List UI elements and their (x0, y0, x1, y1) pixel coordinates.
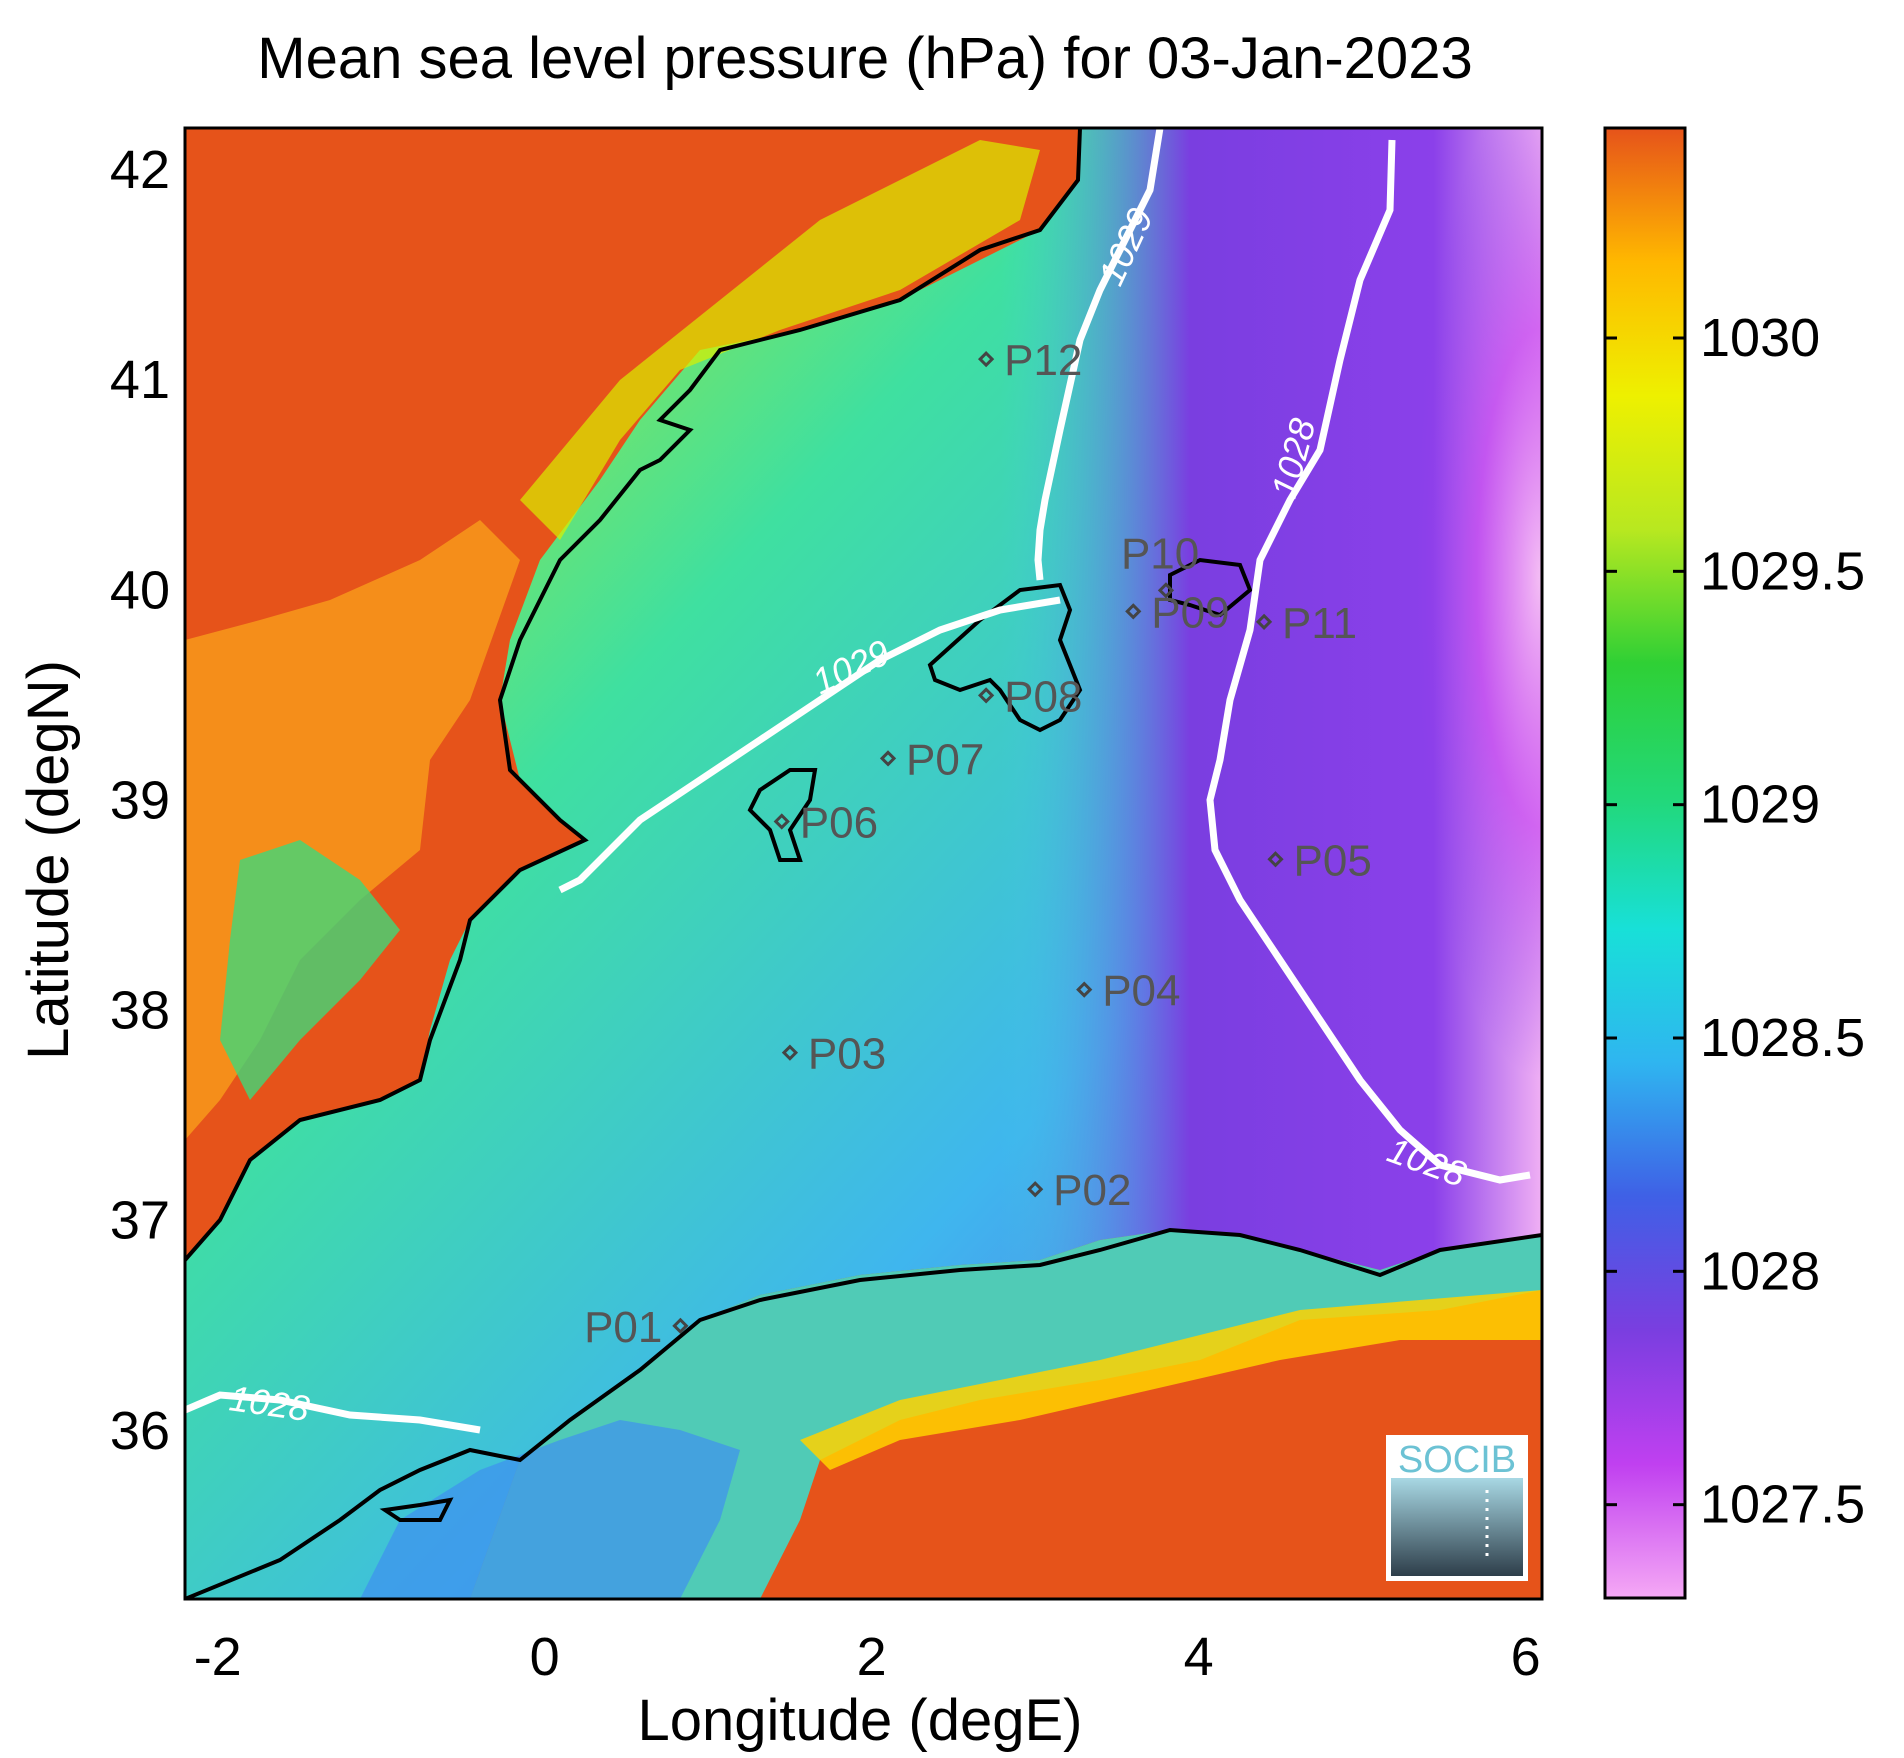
x-tick-label: 4 (1184, 1627, 1214, 1687)
station-label-p09: P09 (1151, 588, 1229, 637)
station-label-p02: P02 (1053, 1166, 1131, 1215)
station-marker-p09 (1125, 603, 1142, 620)
land-africa-atlas (800, 1290, 1542, 1470)
contour-1028-southwest (185, 1391, 481, 1434)
x-tick-label: -2 (194, 1627, 242, 1687)
station-label-p10: P10 (1121, 529, 1199, 578)
station-label-p12: P12 (1004, 336, 1082, 385)
station-label-p01: P01 (584, 1303, 662, 1352)
colorbar-tick-label: 1029.5 (1700, 541, 1865, 601)
station-label-p05: P05 (1294, 836, 1372, 885)
contour-1029-south (558, 596, 1061, 894)
land-iberia (185, 128, 1080, 1260)
colorbar-tick-label: 1029 (1700, 775, 1820, 835)
station-marker-p01 (672, 1317, 689, 1334)
colorbar-ticks (1605, 336, 1685, 1507)
station-marker-p03 (781, 1044, 799, 1061)
coastline-iberia (185, 128, 1082, 1262)
coastline-africa (185, 1227, 1542, 1599)
coastline-menorca (1168, 557, 1253, 618)
socib-logo-sea (1391, 1478, 1523, 1576)
coastline-ibiza (747, 768, 818, 862)
colorbar: 1030 1029.5 1029 1028.5 1028 1027.5 (1603, 126, 1865, 1600)
contour-lines (185, 128, 1531, 1434)
stations-layer: P01 P02 P03 P04 P05 P06 P07 P08 P09 P10 P11 P12 (584, 336, 1372, 1352)
socib-logo-text: SOCIB (1398, 1439, 1516, 1481)
station-label-p04: P04 (1102, 967, 1180, 1016)
y-tick-label: 36 (110, 1401, 170, 1461)
x-tick-label: 2 (857, 1627, 887, 1687)
colorbar-tick-label: 1030 (1700, 308, 1820, 368)
station-marker-p11 (1255, 613, 1273, 630)
land-iberia-coastal-lowland (220, 840, 400, 1100)
y-axis-label: Latitude (degN) (16, 660, 81, 1060)
y-tick-label: 39 (110, 770, 170, 830)
y-axis: 42 41 40 39 38 37 36 Latitude (degN) (16, 140, 170, 1461)
coastline-mallorca (927, 582, 1083, 733)
station-marker-p05 (1267, 851, 1284, 868)
station-marker-p02 (1027, 1181, 1044, 1198)
y-tick-label: 40 (110, 560, 170, 620)
colorbar-tick-label: 1027.5 (1700, 1475, 1865, 1535)
station-label-p06: P06 (800, 798, 878, 847)
plot-frame (183, 126, 1544, 1601)
station-marker-p08 (977, 687, 995, 704)
chart-title: Mean sea level pressure (hPa) for 03-Jan… (257, 26, 1472, 91)
socib-logo: SOCIB (1386, 1435, 1528, 1581)
station-marker-p04 (1076, 981, 1093, 998)
x-axis-label: Longitude (degE) (638, 1688, 1083, 1753)
station-label-p07: P07 (906, 735, 984, 784)
contour-1028-east (1206, 139, 1531, 1184)
x-tick-label: 6 (1511, 1627, 1541, 1687)
station-marker-p10 (1157, 582, 1175, 599)
coastline-alboran (379, 1497, 454, 1522)
station-marker-p06 (773, 813, 790, 830)
y-tick-label: 42 (110, 140, 170, 200)
colorbar-ramp (1603, 126, 1687, 1600)
station-marker-p12 (977, 351, 995, 368)
station-label-p11: P11 (1282, 599, 1357, 648)
station-marker-p07 (879, 750, 897, 767)
station-label-p08: P08 (1004, 672, 1082, 721)
colorbar-tick-label: 1028.5 (1700, 1008, 1865, 1068)
coastlines (185, 128, 1542, 1599)
colorbar-tick-label: 1028 (1700, 1241, 1820, 1301)
sea-field-low-pressure (1280, 128, 1542, 1128)
land-morocco-coast (360, 1420, 740, 1599)
x-tick-label: 0 (530, 1627, 560, 1687)
y-tick-label: 41 (110, 350, 170, 410)
map-plot-area (185, 128, 1542, 1599)
y-tick-label: 38 (110, 981, 170, 1041)
x-axis: -2 0 2 4 6 Longitude (degE) (194, 1627, 1541, 1753)
contour-1029-north (1034, 128, 1164, 581)
station-label-p03: P03 (808, 1030, 886, 1079)
y-tick-label: 37 (110, 1191, 170, 1251)
land-catalonia-coastal (520, 140, 1040, 540)
